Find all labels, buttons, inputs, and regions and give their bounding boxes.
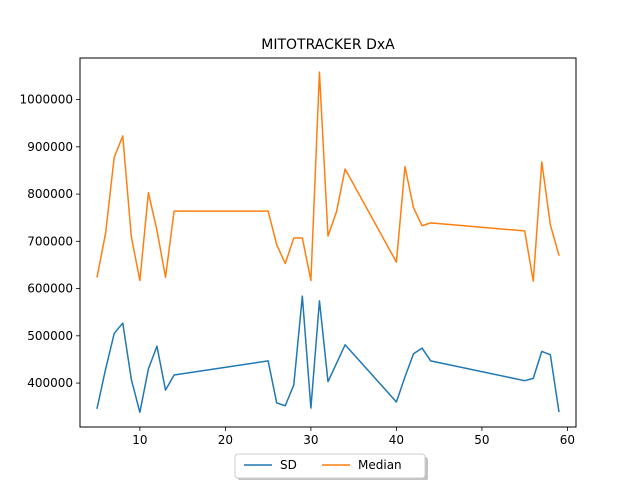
- legend-label-median: Median: [358, 458, 402, 472]
- x-tick-label: 20: [218, 433, 233, 447]
- y-tick-label: 400000: [27, 376, 73, 390]
- series-line-sd: [96, 295, 560, 414]
- x-tick-label: 30: [303, 433, 318, 447]
- series-line-median: [96, 71, 560, 282]
- x-tick-label: 10: [132, 433, 147, 447]
- x-tick-label: 50: [474, 433, 489, 447]
- y-tick-label: 800000: [27, 187, 73, 201]
- y-tick-label: 700000: [27, 234, 73, 248]
- y-tick-label: 1000000: [20, 93, 73, 107]
- legend: SD Median: [234, 453, 428, 481]
- legend-box: [234, 453, 426, 479]
- y-tick-label: 900000: [27, 140, 73, 154]
- y-tick-label: 600000: [27, 282, 73, 296]
- y-tick-label: 500000: [27, 329, 73, 343]
- plot-area-frame: [79, 57, 577, 428]
- x-tick-label: 40: [389, 433, 404, 447]
- chart-title: MITOTRACKER DxA: [261, 37, 395, 53]
- legend-label-sd: SD: [280, 458, 297, 472]
- x-tick-label: 60: [560, 433, 575, 447]
